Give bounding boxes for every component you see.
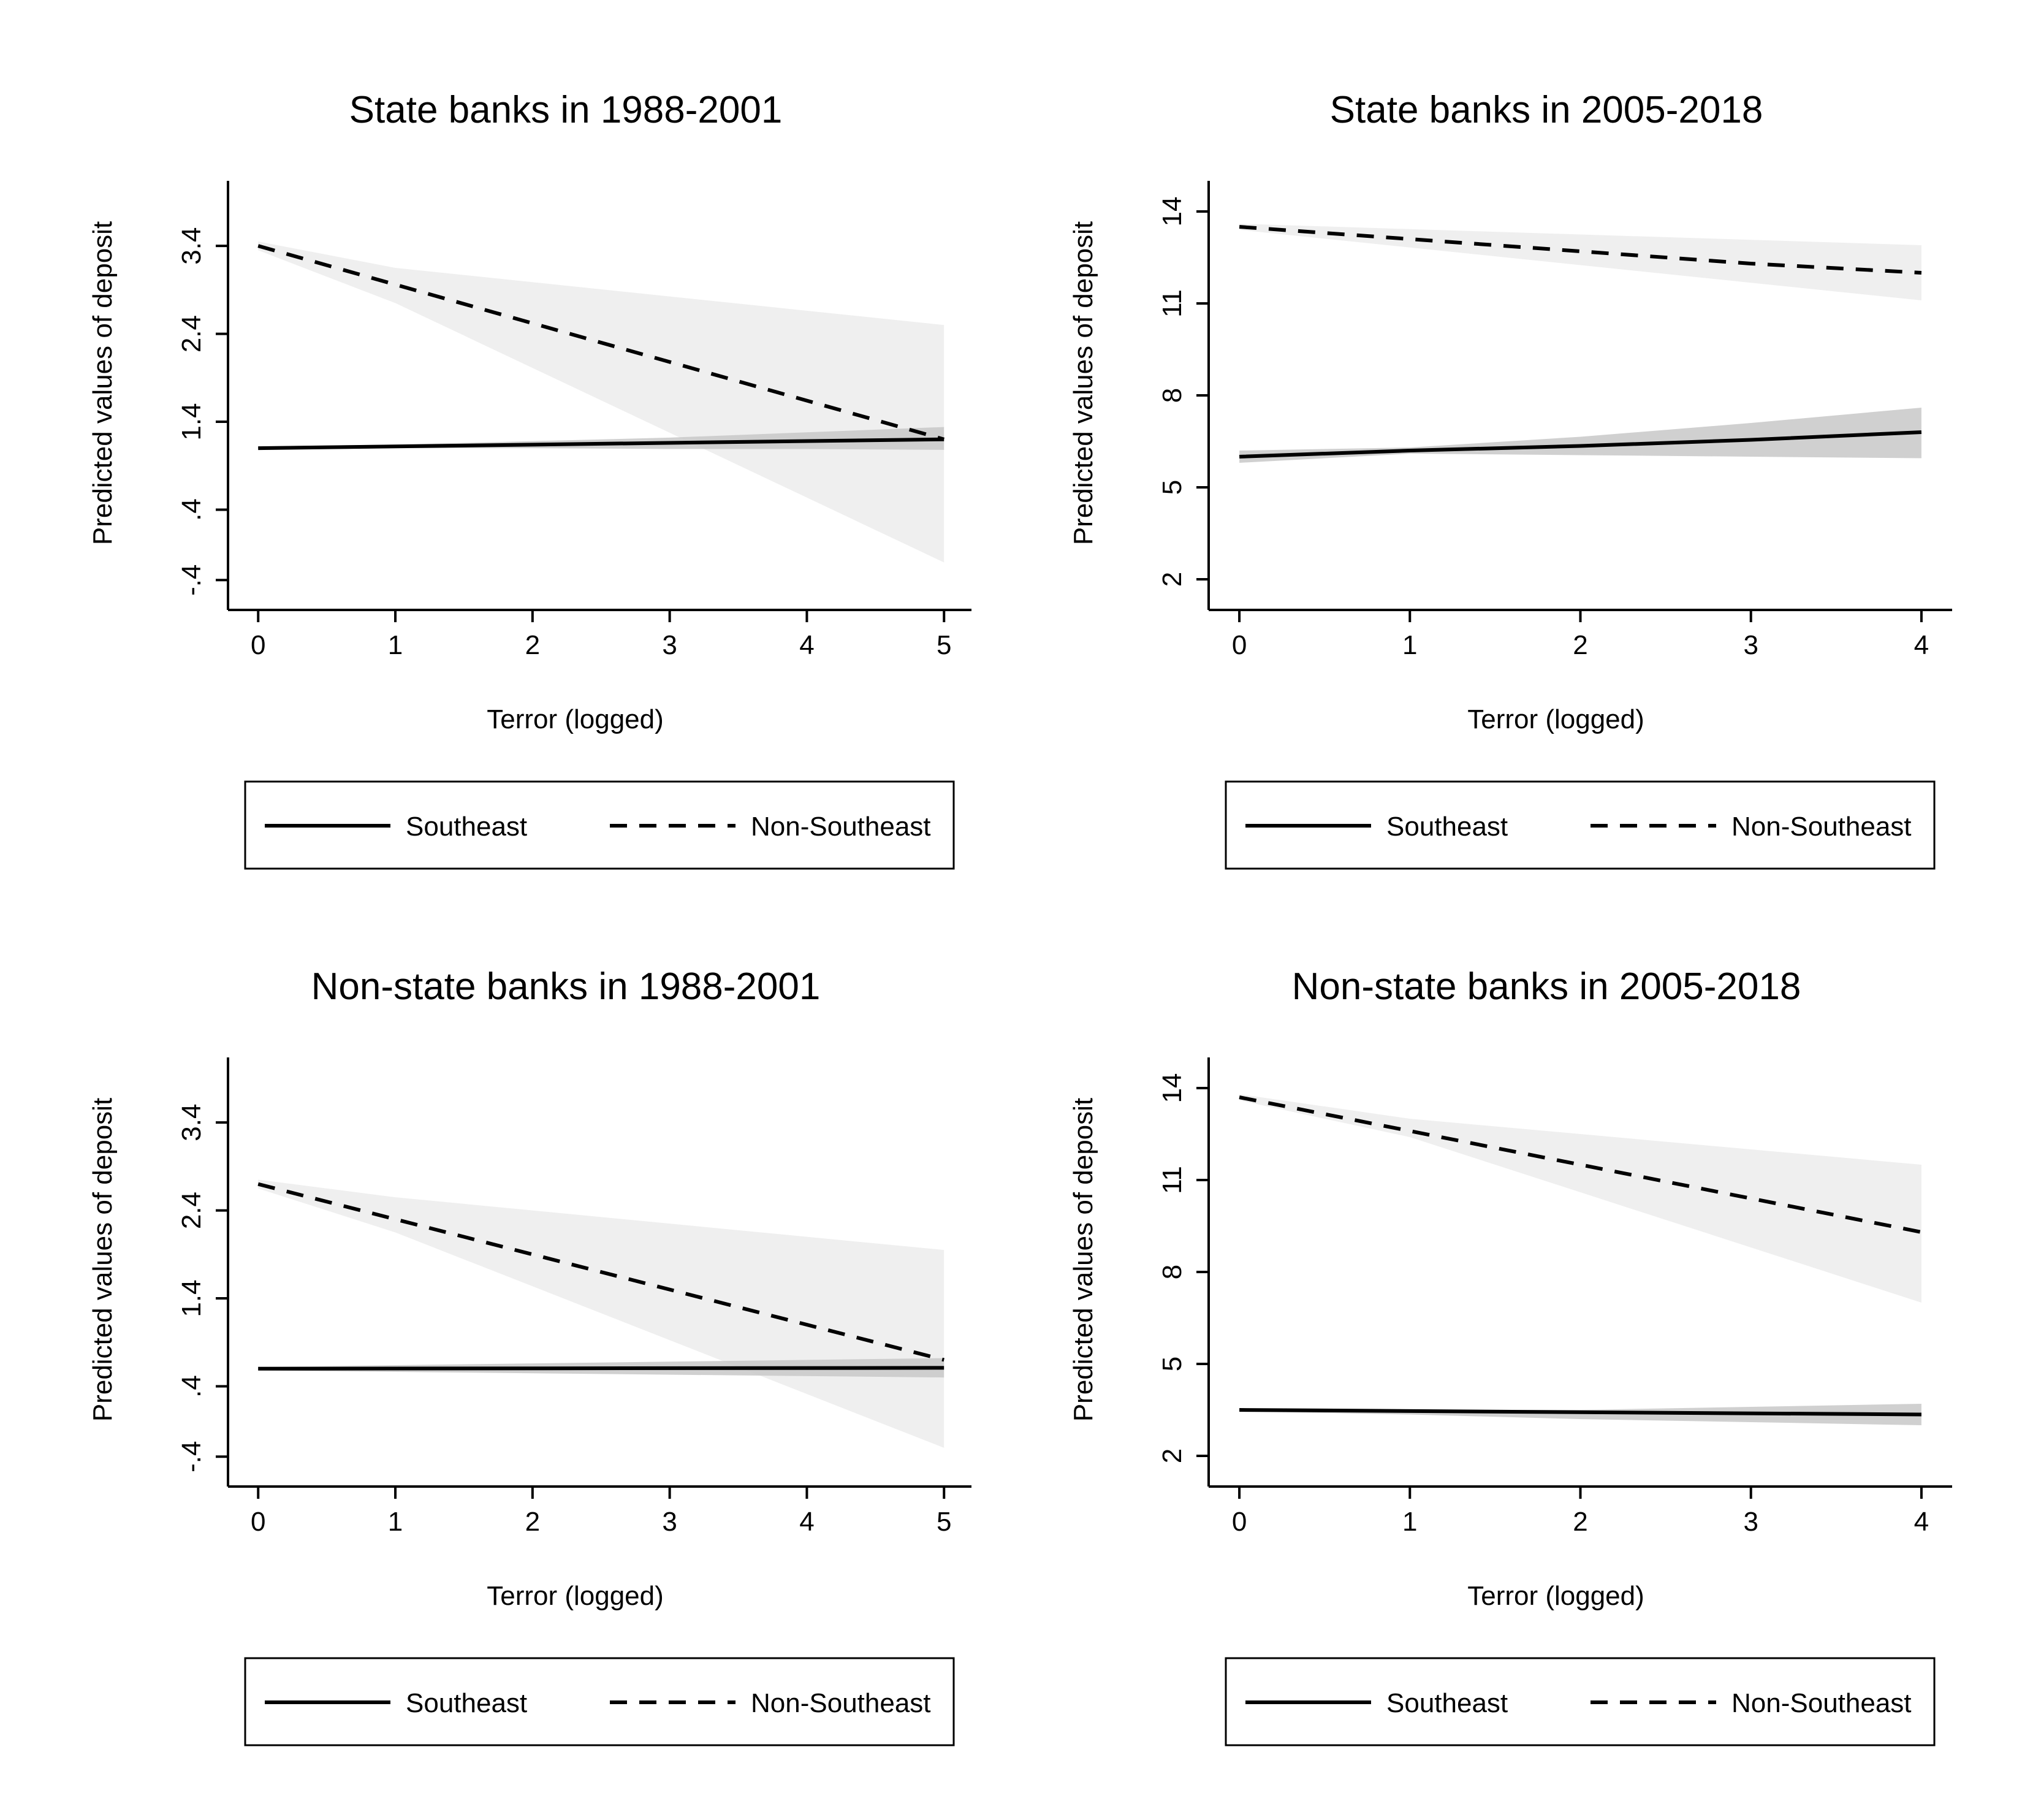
x-tick-label: 1: [388, 1507, 403, 1537]
y-tick-label: 11: [1157, 1166, 1187, 1194]
non-southeast-confidence-band: [258, 1179, 944, 1448]
x-tick-label: 2: [525, 630, 540, 660]
chart-panel-1: State banks in 1988-2001 0 1 2 3 4 5 -.4 .4 1.4 2.…: [88, 89, 971, 870]
chart-title: Non-state banks in 2005-2018: [1292, 965, 1801, 1008]
y-tick-label: 2.4: [177, 315, 207, 352]
chart-panel-3: Non-state banks in 1988-2001 0 1 2 3 4 5 -.4 .4 1…: [88, 965, 971, 1746]
x-tick-label: 4: [1914, 1507, 1929, 1537]
legend-southeast-label: Southeast: [406, 1688, 527, 1718]
legend-southeast-label: Southeast: [1386, 1688, 1508, 1718]
y-tick-label: 3.4: [177, 1104, 207, 1141]
x-tick-label: 0: [251, 630, 265, 660]
southeast-line: [258, 437, 944, 451]
x-tick-label: 3: [1743, 1507, 1758, 1537]
x-tick-label: 2: [1573, 630, 1587, 660]
x-tick-label: 0: [251, 1507, 265, 1537]
y-tick-label: 8: [1157, 388, 1187, 403]
x-tick-label: 0: [1232, 630, 1247, 660]
y-tick-label: 2: [1157, 1449, 1187, 1463]
non-southeast-confidence-band: [1239, 1094, 1921, 1303]
chart-title: Non-state banks in 1988-2001: [311, 965, 821, 1008]
x-tick-label: 2: [1573, 1507, 1587, 1537]
y-tick-label: .4: [177, 1375, 207, 1398]
non-southeast-line: [1239, 225, 1922, 275]
y-tick-label: 11: [1157, 289, 1187, 318]
y-tick-label: 5: [1157, 480, 1187, 495]
y-axis-label: Predicted values of deposit: [1068, 221, 1098, 545]
legend-non-southeast-label: Non-Southeast: [751, 812, 931, 842]
y-tick-label: -.4: [177, 565, 207, 596]
x-tick-label: 1: [388, 630, 403, 660]
y-tick-label: .4: [177, 498, 207, 521]
chart-title: State banks in 2005-2018: [1330, 89, 1763, 131]
x-tick-label: 1: [1402, 630, 1417, 660]
y-tick-label: 1.4: [177, 1279, 207, 1317]
y-tick-label: 3.4: [177, 227, 207, 265]
chart-title: State banks in 1988-2001: [349, 89, 783, 131]
y-tick-label: 5: [1157, 1357, 1187, 1371]
x-tick-label: 3: [1743, 630, 1758, 660]
y-axis-label: Predicted values of deposit: [1068, 1098, 1098, 1422]
x-tick-label: 4: [799, 630, 814, 660]
legend: Southeast Non-Southeast: [1225, 780, 1936, 870]
x-tick-label: 3: [662, 1507, 677, 1537]
x-axis-label: Terror (logged): [1467, 1581, 1644, 1611]
y-tick-label: -.4: [177, 1441, 207, 1472]
southeast-line: [1239, 1408, 1921, 1417]
southeast-line: [1239, 430, 1922, 459]
legend-southeast-label: Southeast: [1386, 812, 1508, 842]
legend-non-southeast-label: Non-Southeast: [1731, 812, 1912, 842]
x-axis-label: Terror (logged): [487, 1581, 664, 1611]
x-tick-label: 3: [662, 630, 677, 660]
x-tick-label: 1: [1402, 1507, 1417, 1537]
legend: Southeast Non-Southeast: [1225, 1657, 1936, 1746]
chart-panel-4: Non-state banks in 2005-2018 0 1 2 3 4 2 5 8 11 14…: [1068, 965, 1952, 1746]
y-tick-label: 14: [1157, 197, 1187, 227]
x-tick-label: 0: [1232, 1507, 1247, 1537]
non-southeast-confidence-band: [1239, 224, 1921, 300]
y-tick-label: 8: [1157, 1265, 1187, 1279]
y-tick-label: 1.4: [177, 403, 207, 440]
x-axis-label: Terror (logged): [487, 704, 664, 734]
southeast-confidence-band: [1239, 1404, 1921, 1425]
x-tick-label: 4: [799, 1507, 814, 1537]
y-tick-label: 14: [1157, 1073, 1187, 1103]
x-tick-label: 5: [937, 630, 951, 660]
y-axis-label: Predicted values of deposit: [88, 1098, 118, 1422]
non-southeast-confidence-band: [258, 242, 944, 563]
legend-southeast-label: Southeast: [406, 812, 527, 842]
y-tick-label: 2: [1157, 572, 1187, 587]
legend: Southeast Non-Southeast: [244, 780, 955, 870]
non-southeast-line: [257, 1182, 944, 1362]
y-tick-label: 2.4: [177, 1192, 207, 1229]
legend-non-southeast-label: Non-Southeast: [751, 1688, 931, 1718]
legend: Southeast Non-Southeast: [244, 1657, 955, 1746]
y-axis-label: Predicted values of deposit: [88, 221, 118, 545]
x-tick-label: 2: [525, 1507, 540, 1537]
x-tick-label: 5: [937, 1507, 951, 1537]
x-tick-label: 4: [1914, 630, 1929, 660]
non-southeast-line: [257, 244, 945, 441]
x-axis-label: Terror (logged): [1467, 704, 1644, 734]
chart-panel-2: State banks in 2005-2018 0 1 2 3 4 2 5 8 11 14 Terr…: [1068, 89, 1952, 870]
legend-non-southeast-label: Non-Southeast: [1731, 1688, 1912, 1718]
